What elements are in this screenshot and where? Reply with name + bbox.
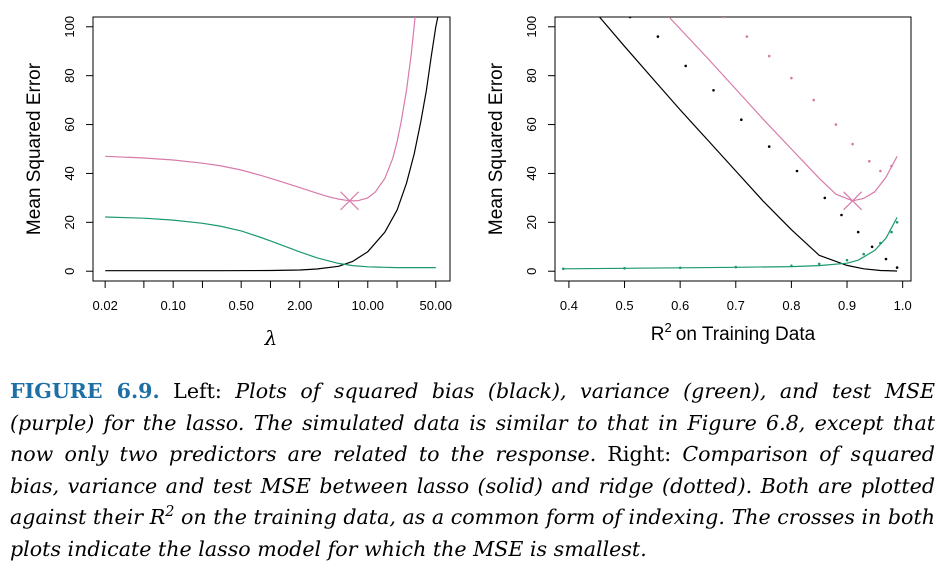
left-x-tick-label: 0.50: [229, 298, 254, 313]
figure-label: FIGURE 6.9.: [10, 379, 160, 403]
right-panel: 0 20 40 60 80 100 0.4 0.5 0.6 0.7 0.8 0.9 1.0 Mean S…: [486, 16, 912, 345]
right-y-tick-label: 40: [524, 166, 539, 180]
right-x-tick-label: 0.5: [615, 298, 633, 313]
data-point: [834, 123, 838, 126]
left-y-tick-label: 100: [62, 16, 77, 38]
data-point: [868, 159, 871, 163]
right-series-green-solid: [563, 217, 898, 270]
data-point: [562, 267, 565, 271]
left-plot-frame: [92, 16, 451, 282]
left-x-axis-title: λ: [264, 326, 278, 350]
data-point: [767, 145, 771, 148]
right-min-mse-cross-marker: [843, 191, 863, 211]
right-x-tick-label: 1.0: [894, 298, 912, 313]
data-point: [767, 54, 771, 58]
right-series-purple-solid: [668, 17, 898, 202]
left-x-tick-label: 2.00: [287, 298, 312, 313]
caption-right-text: Comparison of squared bias, variance and…: [10, 442, 935, 561]
right-x-tick-label: 0.8: [782, 298, 800, 313]
left-panel: 0 20 40 60 80 100 0.02 0.10 0.50 2.00 10.00 50.00 M…: [24, 16, 452, 350]
left-y-axis-title: Mean Squared Error: [24, 62, 45, 235]
data-point: [823, 196, 827, 200]
data-point: [790, 264, 793, 268]
caption-left-text: Plots of squared bias (black), variance …: [10, 379, 936, 467]
data-point: [745, 35, 749, 38]
caption-right-text-sup: 2: [165, 504, 175, 521]
left-x-tick-label: 50.00: [420, 298, 453, 313]
left-y-tick-label: 60: [62, 117, 77, 131]
data-point: [890, 230, 893, 234]
right-y-tick-label: 0: [524, 268, 539, 275]
right-y-tick-label: 60: [524, 117, 539, 131]
data-point: [795, 169, 799, 173]
right-y-tick-label: 20: [524, 215, 539, 229]
data-point: [856, 230, 860, 234]
data-point: [790, 76, 793, 80]
left-y-tick-label: 40: [62, 166, 77, 180]
left-series-green-solid: [105, 216, 436, 269]
left-series-purple-solid: [105, 17, 416, 202]
data-point: [684, 64, 687, 68]
left-min-mse-cross-marker: [340, 191, 359, 211]
left-data-marks: [105, 17, 439, 272]
right-x-tick-label: 0.4: [560, 298, 578, 313]
left-y-tick-label: 20: [62, 215, 77, 229]
data-point: [890, 164, 893, 168]
data-point: [817, 262, 821, 266]
data-point: [740, 118, 743, 121]
caption-right-text-b: on the training data, as a common form o…: [10, 505, 935, 561]
right-y-tick-label: 100: [524, 16, 539, 38]
data-point: [895, 266, 899, 269]
data-point: [840, 213, 843, 217]
data-point: [884, 257, 888, 261]
data-point: [879, 169, 882, 173]
data-point: [812, 98, 815, 102]
right-series-black-dotted: [628, 17, 899, 269]
data-point: [895, 221, 899, 224]
data-point: [678, 266, 682, 270]
left-series-black-solid: [105, 17, 439, 272]
data-point: [879, 241, 882, 245]
data-point: [851, 142, 854, 146]
right-data-marks: [562, 17, 899, 272]
right-series-purple-dotted: [723, 17, 893, 173]
figure-caption: FIGURE 6.9. Left: Plots of squared bias …: [10, 376, 935, 566]
data-point: [862, 252, 865, 256]
left-x-tick-label: 10.00: [351, 298, 384, 313]
data-point: [723, 17, 726, 19]
right-x-axis-title-r: R: [651, 324, 665, 345]
data-point: [734, 265, 738, 269]
data-point: [623, 267, 626, 270]
right-series-black-solid: [599, 17, 898, 272]
left-y-tick-label: 80: [62, 68, 77, 82]
right-y-axis-title: Mean Squared Error: [486, 62, 507, 235]
right-x-axis-title-sup: 2: [665, 320, 672, 335]
left-x-tick-label: 0.10: [161, 298, 186, 313]
data-point: [628, 17, 632, 19]
right-x-axis-title: R2 on Training Data: [651, 320, 816, 345]
right-plot-frame: [554, 16, 912, 282]
right-x-tick-label: 0.7: [727, 298, 745, 313]
left-y-tick-label: 0: [62, 268, 77, 275]
caption-left-tag: Left:: [159, 379, 236, 403]
right-x-tick-label: 0.9: [838, 298, 856, 313]
left-x-tick-label: 0.02: [93, 298, 118, 313]
data-point: [656, 35, 660, 38]
caption-right-text-a: Comparison of squared bias, variance and…: [10, 442, 935, 530]
right-axes: 0 20 40 60 80 100 0.4 0.5 0.6 0.7 0.8 0.9 1.0: [524, 16, 912, 313]
right-series-green-dotted: [562, 221, 899, 271]
caption-right-tag: Right:: [596, 442, 683, 467]
right-x-tick-label: 0.6: [671, 298, 689, 313]
left-axes: 0 20 40 60 80 100 0.02 0.10 0.50 2.00 10.00 50.00: [62, 16, 452, 313]
right-x-axis-title-rest: on Training Data: [676, 324, 816, 345]
right-y-tick-label: 80: [524, 68, 539, 82]
data-point: [845, 258, 849, 262]
data-point: [870, 245, 874, 249]
data-point: [712, 89, 715, 92]
